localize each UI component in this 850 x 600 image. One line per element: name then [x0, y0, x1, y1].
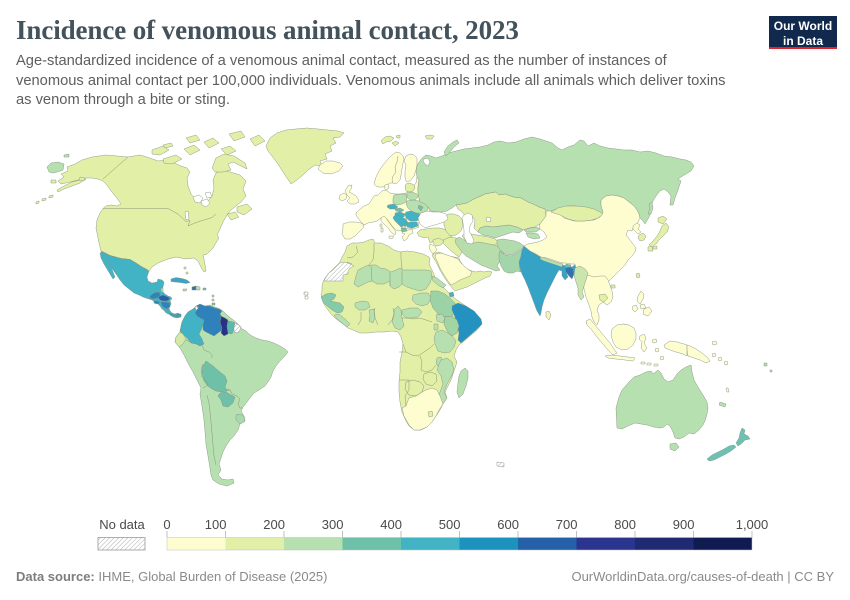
svg-text:No data: No data [99, 517, 145, 532]
svg-text:400: 400 [380, 517, 402, 532]
svg-text:100: 100 [205, 517, 227, 532]
svg-text:300: 300 [322, 517, 344, 532]
svg-text:500: 500 [439, 517, 461, 532]
svg-text:0: 0 [163, 517, 170, 532]
svg-text:900: 900 [673, 517, 695, 532]
svg-text:700: 700 [556, 517, 578, 532]
svg-text:1,000: 1,000 [736, 517, 769, 532]
svg-text:600: 600 [497, 517, 519, 532]
svg-text:800: 800 [614, 517, 636, 532]
svg-text:200: 200 [263, 517, 285, 532]
